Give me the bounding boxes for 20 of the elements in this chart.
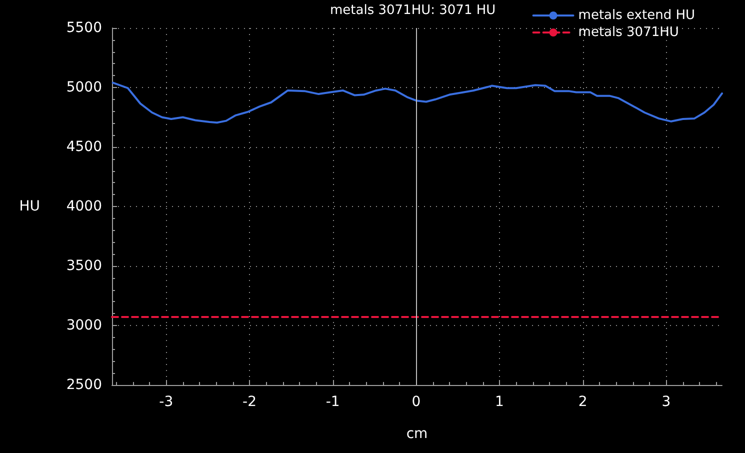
y-tick-label: 4000 — [66, 198, 102, 214]
x-axis-title: cm — [406, 426, 428, 442]
x-tick-label: -3 — [159, 394, 174, 410]
x-tick-label: 2 — [578, 394, 588, 410]
line-series — [112, 82, 723, 124]
y-tick-label: 4500 — [66, 139, 102, 155]
text: metals 3071HU: 3071 HU — [330, 3, 496, 18]
y-axis-title: HU — [19, 198, 40, 214]
x-tick-label: -1 — [326, 394, 340, 410]
y-tick-label: 3500 — [66, 258, 102, 274]
y-tick-label: 5000 — [66, 80, 102, 96]
x-tick-label: -2 — [242, 394, 256, 410]
x-tick-label: 0 — [412, 394, 421, 410]
legend-label: metals 3071HU — [578, 25, 679, 40]
y-tick-label: 5500 — [66, 20, 102, 36]
x-tick-label: 1 — [495, 394, 504, 410]
y-tick-label: 3000 — [66, 318, 102, 334]
legend-label: metals extend HU — [578, 8, 696, 23]
x-tick-label: 3 — [662, 394, 671, 410]
y-tick-label: 2500 — [66, 377, 102, 393]
